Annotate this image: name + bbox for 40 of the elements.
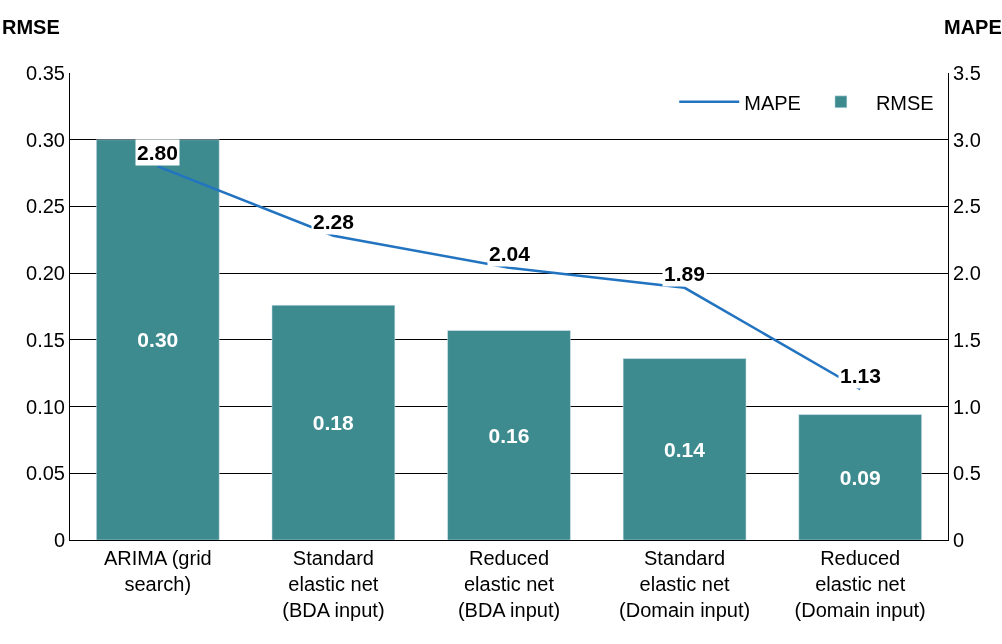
data-label: 1.89: [664, 262, 705, 285]
bar: [447, 330, 571, 540]
data-label: 1.13: [840, 364, 881, 387]
y-tick-label: 0.35: [26, 62, 65, 84]
y-axis-title: RMSE: [2, 16, 60, 38]
y2-tick-label: 2.0: [953, 262, 981, 285]
legend-label: RMSE: [875, 91, 934, 114]
y-tick-label: 0.05: [26, 462, 65, 485]
y2-tick-label: 3.0: [953, 128, 981, 151]
bar: [622, 358, 747, 540]
x-tick-label: Standard elastic net (Domain input): [619, 547, 751, 621]
x-tick-label: Standard elastic net (BDA input): [282, 547, 385, 621]
data-label: 0.16: [488, 423, 530, 447]
y2-axis-title: MAPE: [944, 16, 1002, 38]
bar: [271, 304, 396, 540]
legend-label: MAPE: [744, 91, 801, 114]
data-label: 2.80: [137, 141, 178, 164]
data-label: 0.14: [664, 437, 706, 461]
y-tick-label: 0.20: [26, 262, 65, 285]
y-tick-label: 0.25: [26, 195, 65, 218]
x-tick-label: Reduced elastic net (Domain input): [794, 547, 926, 621]
bar: [96, 139, 220, 540]
data-label: 2.28: [313, 210, 355, 233]
y2-tick-label: 1.0: [953, 395, 981, 418]
bar: [798, 414, 922, 540]
y2-tick-label: 1.5: [953, 328, 981, 351]
y2-tick-label: 2.5: [953, 195, 981, 218]
y-tick-label: 0.15: [26, 328, 65, 351]
y2-tick-label: 0.5: [953, 462, 981, 485]
y-tick-label: 0: [53, 529, 65, 551]
data-label: 0.09: [839, 465, 881, 489]
data-label: 0.30: [137, 328, 179, 352]
y-tick-label: 0.30: [26, 128, 65, 151]
y2-tick-label: 3.5: [953, 62, 981, 84]
data-label: 0.18: [312, 411, 354, 435]
x-tick-label: ARIMA (grid search): [103, 547, 212, 595]
x-tick-label: Reduced elastic net (BDA input): [457, 547, 561, 621]
y-tick-label: 0.10: [26, 395, 65, 418]
data-label: 2.04: [489, 242, 531, 265]
y2-tick-label: 0: [953, 529, 965, 551]
